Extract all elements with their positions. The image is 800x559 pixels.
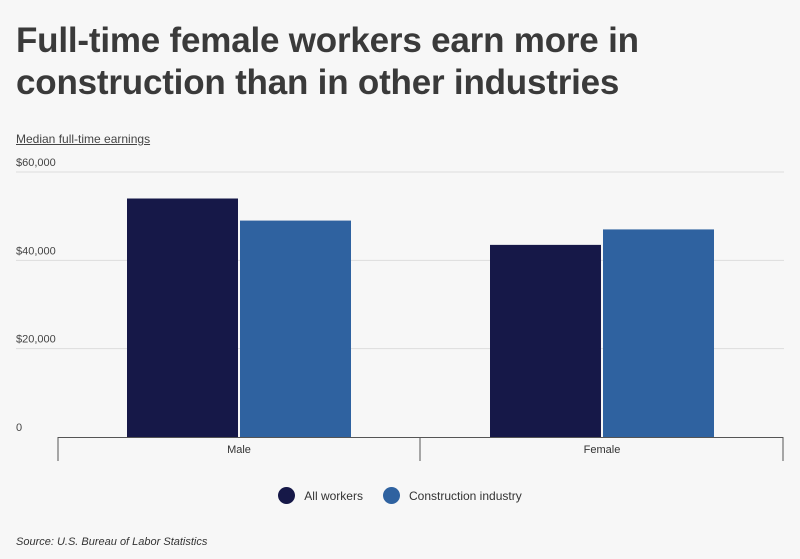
x-tick-label: Female [584, 444, 621, 456]
legend-label-construction: Construction industry [408, 488, 522, 503]
chart-title: Full-time female workers earn more in co… [16, 21, 639, 102]
legend-item-all-workers[interactable]: All workers [278, 487, 363, 504]
bars [127, 198, 714, 437]
legend-swatch-all-workers [278, 487, 296, 504]
x-tick-label: Male [227, 444, 251, 456]
legend-swatch-construction [382, 487, 400, 504]
y-tick-label: 0 [16, 422, 22, 434]
bar [603, 229, 714, 437]
legend-label-all-workers: All workers [304, 488, 363, 503]
legend-item-construction[interactable]: Construction industry [382, 487, 522, 504]
x-tick-labels: Male Female [227, 444, 620, 456]
bar [240, 220, 351, 437]
bar [127, 198, 238, 437]
x-axis [57, 437, 784, 461]
y-tick-label: $40,000 [16, 245, 56, 257]
bar [490, 244, 601, 437]
legend: All workers Construction industry [0, 487, 800, 504]
y-axis-label: Median full-time earnings [16, 132, 151, 146]
bar-chart: 0 $20,000 $40,000 $60,000 Male Female [16, 157, 784, 461]
y-tick-labels: 0 $20,000 $40,000 $60,000 [16, 157, 56, 434]
y-tick-label: $20,000 [16, 334, 56, 346]
y-tick-label: $60,000 [16, 157, 56, 169]
source-note: Source: U.S. Bureau of Labor Statistics [16, 536, 208, 548]
